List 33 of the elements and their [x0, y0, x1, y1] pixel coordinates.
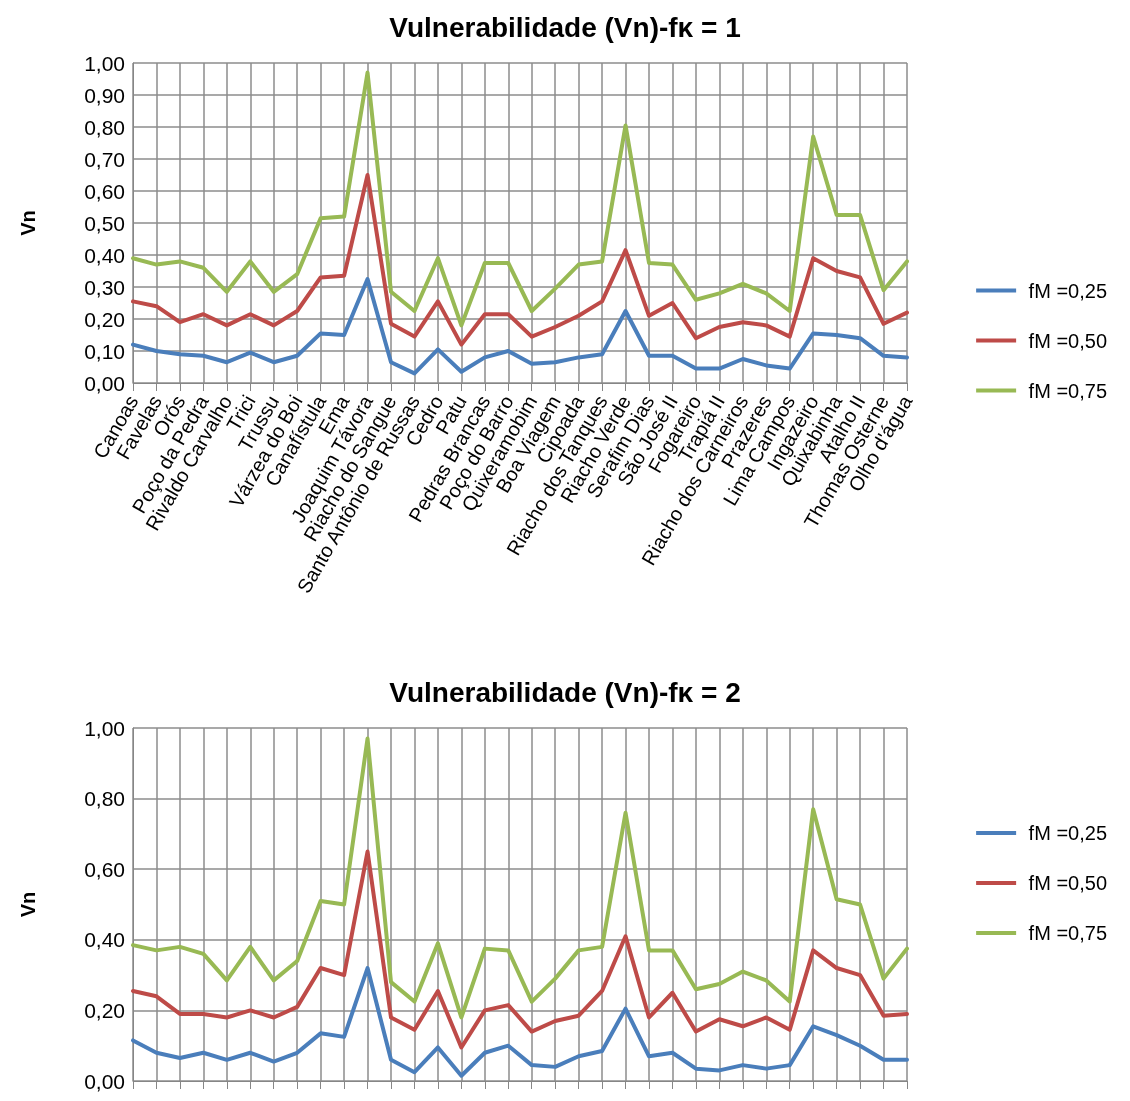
line-series	[131, 849, 909, 1050]
y-tick-label: 0,40	[84, 928, 125, 952]
y-tick-label: 0,80	[84, 787, 125, 811]
y-tick-label: 0,60	[84, 857, 125, 881]
y-tick-label: 0,30	[84, 275, 125, 299]
y-tick-label: 1,00	[84, 716, 125, 740]
legend-label: fM =0,75	[1028, 922, 1108, 944]
y-tick-label: 0,00	[84, 1069, 125, 1093]
line-series	[131, 277, 909, 376]
line-series	[131, 173, 909, 347]
chart-title: Vulnerabilidade (Vn)-fκ = 2	[389, 676, 741, 708]
legend-label: fM =0,50	[1028, 872, 1108, 894]
y-axis-title: Vn	[17, 210, 39, 236]
legend-label: fM =0,25	[1028, 279, 1108, 302]
line-series	[131, 70, 909, 328]
y-tick-label: 0,90	[84, 83, 125, 107]
line-series	[131, 736, 909, 1020]
line-series	[131, 966, 909, 1078]
y-tick-label: 0,60	[84, 179, 125, 203]
y-tick-label: 0,50	[84, 211, 125, 235]
chart-title: Vulnerabilidade (Vn)-fκ = 1	[389, 11, 741, 43]
y-tick-label: 0,70	[84, 147, 125, 171]
y-tick-label: 0,20	[84, 998, 125, 1022]
y-tick-label: 0,00	[84, 371, 125, 395]
legend-label: fM =0,50	[1028, 329, 1108, 352]
y-tick-label: 1,00	[84, 51, 125, 75]
y-tick-label: 0,80	[84, 115, 125, 139]
y-tick-label: 0,20	[84, 307, 125, 331]
legend-label: fM =0,25	[1028, 822, 1108, 844]
y-axis-title: Vn	[17, 891, 39, 918]
y-tick-label: 0,40	[84, 243, 125, 267]
legend-label: fM =0,75	[1028, 379, 1108, 402]
y-tick-label: 0,10	[84, 339, 125, 363]
